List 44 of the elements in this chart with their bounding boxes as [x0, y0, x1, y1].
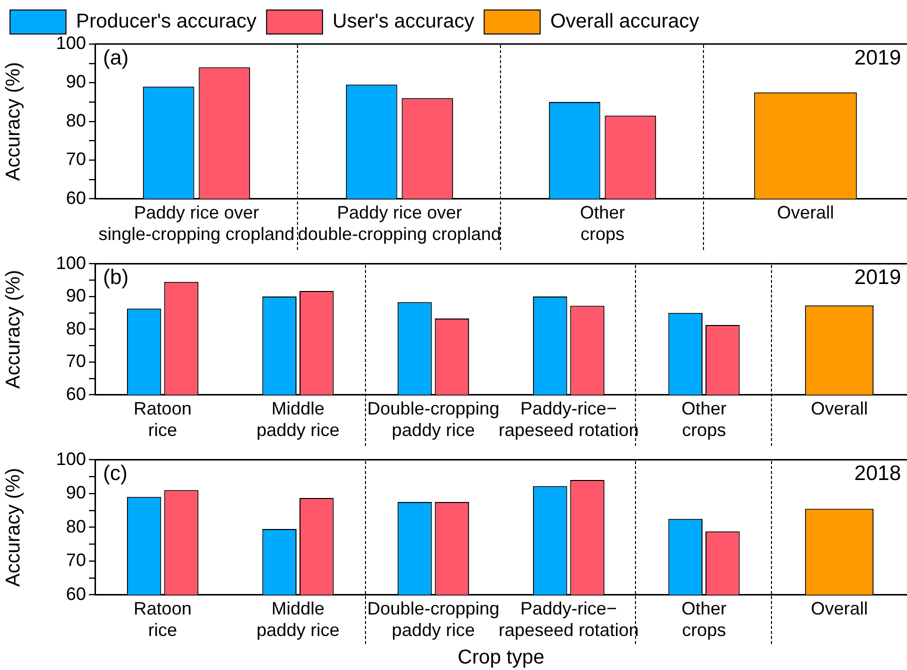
- x-tick-label: Paddy-rice− rapeseed rotation: [498, 398, 639, 440]
- x-tick-label: Paddy-rice− rapeseed rotation: [498, 598, 639, 640]
- x-tick-label: Ratoon rice: [134, 398, 192, 440]
- x-tick-label: Overall: [810, 398, 868, 419]
- x-tick-label: Overall: [776, 202, 834, 223]
- y-tick-label: 100: [56, 252, 86, 273]
- y-tick-label: 90: [66, 72, 86, 92]
- x-tick-label: Paddy rice over double-cropping cropland: [298, 202, 502, 244]
- x-tick-label: Double-cropping paddy rice: [367, 598, 500, 640]
- y-tick-label: 80: [66, 318, 86, 338]
- x-axis-title: Crop type: [458, 646, 544, 669]
- annotation: (b): [103, 266, 129, 290]
- y-tick-label: 60: [66, 188, 86, 208]
- x-tick-label: Ratoon rice: [134, 598, 192, 640]
- y-tick-label: 70: [66, 351, 86, 372]
- y-axis-title: Accuracy (%): [2, 62, 25, 181]
- annotation: (c): [103, 462, 128, 486]
- y-tick-label: 60: [66, 384, 86, 404]
- annotation: 2019: [854, 46, 901, 70]
- y-tick-label: 100: [56, 448, 86, 469]
- y-axis-title: Accuracy (%): [2, 468, 25, 587]
- x-tick-label: Other crops: [681, 598, 727, 640]
- x-tick-label: Middle paddy rice: [256, 598, 340, 640]
- legend-label: User's accuracy: [332, 10, 474, 33]
- annotation: 2018: [854, 462, 901, 486]
- y-tick-label: 90: [66, 286, 86, 306]
- y-tick-label: 80: [66, 516, 86, 536]
- x-tick-label: Double-cropping paddy rice: [367, 398, 500, 440]
- y-axis-title: Accuracy (%): [2, 270, 25, 389]
- legend-label: Producer's accuracy: [76, 10, 257, 33]
- y-tick-label: 70: [66, 550, 86, 570]
- y-tick-label: 60: [66, 584, 86, 604]
- y-tick-label: 100: [56, 32, 86, 53]
- annotation: (a): [103, 46, 129, 70]
- x-tick-label: Middle paddy rice: [256, 398, 340, 440]
- x-tick-label: Other crops: [580, 202, 626, 244]
- legend-label: Overall accuracy: [550, 10, 700, 33]
- x-tick-label: Overall: [810, 598, 868, 619]
- x-tick-label: Other crops: [681, 398, 727, 440]
- y-tick-label: 70: [66, 149, 86, 170]
- x-tick-label: Paddy rice over single-cropping cropland: [98, 202, 295, 244]
- y-tick-label: 90: [66, 482, 86, 503]
- annotation: 2019: [854, 266, 901, 290]
- y-tick-label: 80: [66, 110, 86, 130]
